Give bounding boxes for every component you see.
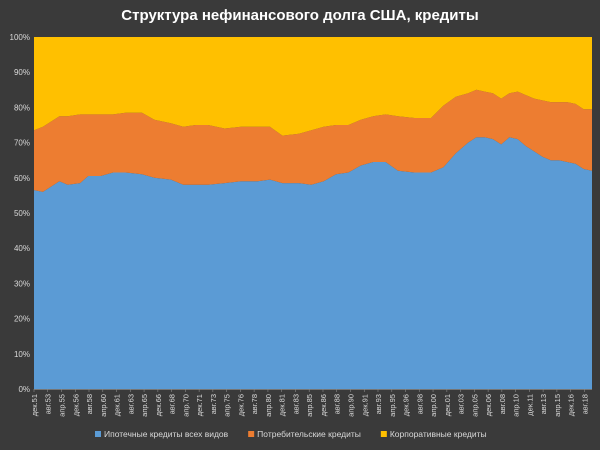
x-tick-label: авг.98 — [415, 394, 424, 414]
x-tick-label: авг.08 — [498, 394, 507, 414]
y-tick-label: 80% — [14, 103, 30, 112]
x-tick-label: апр.80 — [264, 394, 273, 417]
legend: Ипотечные кредиты всех видов Потребительс… — [95, 429, 487, 439]
y-tick-label: 30% — [14, 279, 30, 288]
x-tick-label: апр.00 — [429, 394, 438, 417]
x-tick-label: авг.93 — [374, 394, 383, 414]
x-tick-label: дек.11 — [525, 394, 534, 416]
x-tick-label: апр.10 — [512, 394, 521, 417]
x-tick-label: дек.51 — [30, 394, 39, 416]
x-tick-label: авг.73 — [209, 394, 218, 414]
x-tick-label: апр.85 — [305, 394, 314, 417]
legend-item-1: Ипотечные кредиты всех видов — [95, 429, 229, 439]
x-tick-label: апр.95 — [388, 394, 397, 417]
x-axis: дек.51 авг.53 апр.55 дек.56 авг.58 апр.60 дек.… — [30, 389, 592, 417]
x-tick-label: дек.91 — [360, 394, 369, 416]
x-tick-label: дек.61 — [113, 394, 122, 416]
x-tick-label: дек.86 — [319, 394, 328, 416]
x-tick-label: дек.81 — [278, 394, 287, 416]
area-series-2 — [34, 89, 592, 192]
x-tick-label: апр.75 — [223, 394, 232, 417]
x-tick-label: дек.66 — [154, 394, 163, 416]
x-tick-label: дек.76 — [236, 394, 245, 416]
x-tick-label: дек.96 — [402, 394, 411, 416]
x-tick-label: дек.01 — [443, 394, 452, 416]
x-tick-label: апр.55 — [57, 394, 66, 417]
x-tick-label: авг.68 — [168, 394, 177, 414]
x-tick-label: апр.60 — [99, 394, 108, 417]
legend-label: Ипотечные кредиты всех видов — [104, 429, 229, 439]
y-tick-label: 50% — [14, 209, 30, 218]
x-tick-label: дек.16 — [567, 394, 576, 416]
area-series-3 — [34, 37, 592, 136]
legend-swatch — [380, 431, 387, 437]
x-tick-label: апр.70 — [181, 394, 190, 417]
y-tick-label: 0% — [18, 385, 30, 394]
x-tick-label: авг.83 — [291, 394, 300, 414]
chart-title: Структура нефинансового долга США, креди… — [121, 7, 478, 24]
x-tick-label: авг.88 — [333, 394, 342, 414]
legend-label: Корпоративные кредиты — [390, 429, 487, 439]
plot-areas — [34, 37, 592, 389]
x-tick-label: дек.56 — [71, 394, 80, 416]
y-tick-label: 20% — [14, 315, 30, 324]
y-tick-label: 70% — [14, 139, 30, 148]
x-tick-label: авг.63 — [126, 394, 135, 414]
area-series-1 — [34, 137, 592, 389]
x-tick-label: авг.53 — [44, 394, 53, 414]
legend-item-3: Корпоративные кредиты — [380, 429, 487, 439]
y-tick-label: 60% — [14, 174, 30, 183]
x-tick-label: авг.58 — [85, 394, 94, 414]
y-tick-label: 10% — [14, 350, 30, 359]
x-tick-label: апр.05 — [470, 394, 479, 417]
x-tick-label: авг.18 — [580, 394, 589, 414]
x-tick-label: дек.71 — [195, 394, 204, 416]
y-tick-label: 90% — [14, 68, 30, 77]
y-axis: 0% 10% 20% 30% 40% 50% 60% 70% 80% 90% 100% — [10, 33, 30, 394]
x-tick-label: авг.78 — [250, 394, 259, 414]
x-tick-label: авг.13 — [539, 394, 548, 414]
x-tick-label: апр.15 — [553, 394, 562, 417]
x-tick-label: апр.90 — [346, 394, 355, 417]
x-tick-label: дек.06 — [484, 394, 493, 416]
x-tick-label: апр.65 — [140, 394, 149, 417]
y-tick-label: 40% — [14, 244, 30, 253]
x-tick-label: авг.03 — [457, 394, 466, 414]
legend-swatch — [248, 431, 255, 437]
legend-label: Потребительские кредиты — [257, 429, 361, 439]
legend-swatch — [95, 431, 101, 437]
legend-item-2: Потребительские кредиты — [248, 429, 361, 439]
y-tick-label: 100% — [10, 33, 30, 42]
